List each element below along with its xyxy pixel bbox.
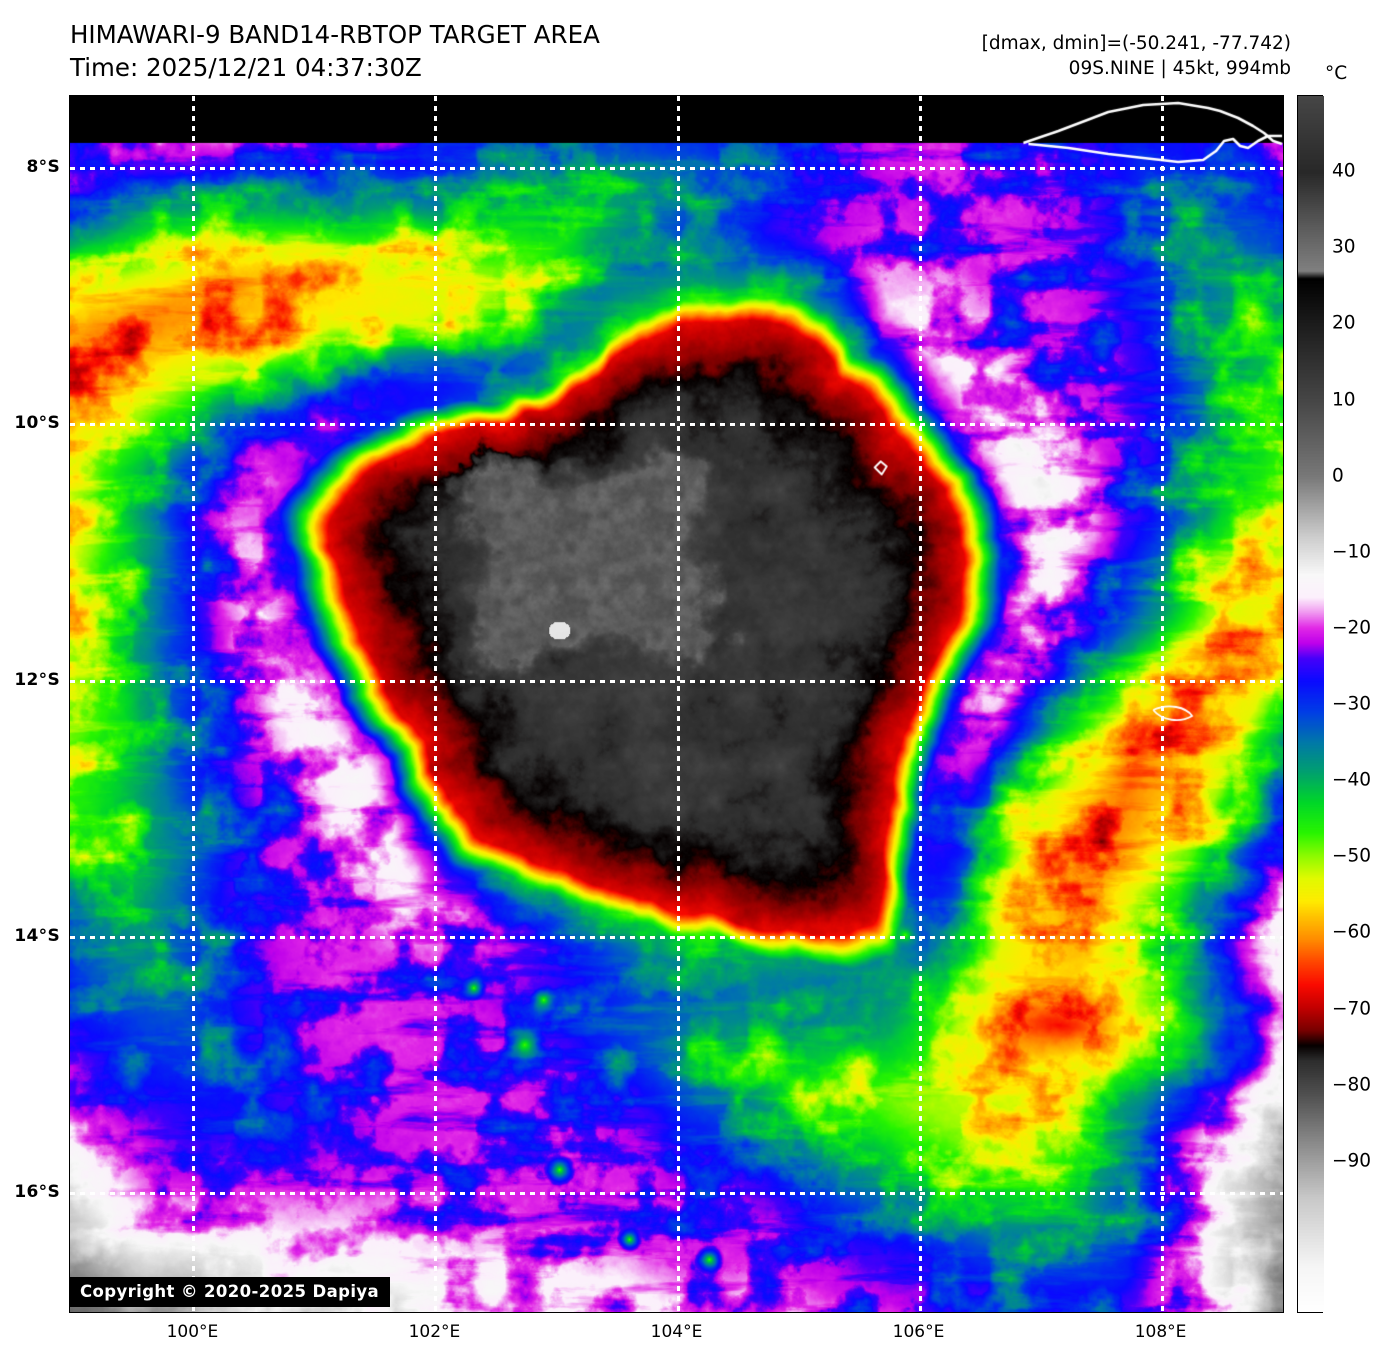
- y-tick-14°S: 14°S: [14, 926, 60, 947]
- x-tick-102°E: 102°E: [408, 1322, 461, 1342]
- colorbar-tick--50: −50: [1332, 845, 1372, 867]
- colorbar-gradient: [1298, 96, 1324, 1312]
- title-block: HIMAWARI-9 BAND14-RBTOP TARGET AREA Time…: [70, 18, 600, 84]
- colorbar-unit-label: °C: [1325, 63, 1348, 84]
- colorbar-tick--90: −90: [1332, 1150, 1372, 1172]
- metadata-block: [dmax, dmin]=(-50.241, -77.742) 09S.NINE…: [982, 31, 1291, 81]
- page-title: HIMAWARI-9 BAND14-RBTOP TARGET AREA: [70, 20, 600, 49]
- y-tick-8°S: 8°S: [26, 156, 60, 177]
- colorbar-tick--30: −30: [1332, 693, 1372, 715]
- y-tick-12°S: 12°S: [14, 669, 60, 690]
- colorbar-tick-0: 0: [1332, 465, 1344, 487]
- colorbar-tick-40: 40: [1332, 160, 1356, 182]
- dminmax-label: [dmax, dmin]=(-50.241, -77.742): [981, 33, 1291, 54]
- colorbar-tick--40: −40: [1332, 769, 1372, 791]
- colorbar-tick-10: 10: [1332, 389, 1356, 410]
- colorbar-tick--10: −10: [1332, 541, 1372, 563]
- satellite-image-plot: [69, 95, 1284, 1313]
- timestamp-label: Time: 2025/12/21 04:37:30Z: [70, 53, 422, 82]
- y-tick-16°S: 16°S: [14, 1182, 60, 1203]
- colorbar-tick--20: −20: [1332, 617, 1372, 639]
- satellite-heatmap-canvas: [70, 96, 1283, 1312]
- colorbar-tick--70: −70: [1332, 998, 1372, 1019]
- colorbar-tick--80: −80: [1332, 1074, 1372, 1096]
- x-tick-100°E: 100°E: [166, 1322, 219, 1342]
- x-tick-104°E: 104°E: [650, 1322, 703, 1342]
- colorbar-tick--60: −60: [1332, 921, 1372, 943]
- copyright-watermark: Copyright © 2020-2025 Dapiya: [69, 1277, 391, 1307]
- colorbar-tick-20: 20: [1332, 312, 1356, 334]
- x-tick-106°E: 106°E: [892, 1322, 945, 1342]
- storm-info-label: 09S.NINE | 45kt, 994mb: [1068, 58, 1291, 79]
- y-tick-10°S: 10°S: [14, 413, 60, 434]
- colorbar-tick-30: 30: [1332, 236, 1356, 258]
- x-tick-108°E: 108°E: [1134, 1322, 1187, 1342]
- colorbar: [1297, 95, 1324, 1313]
